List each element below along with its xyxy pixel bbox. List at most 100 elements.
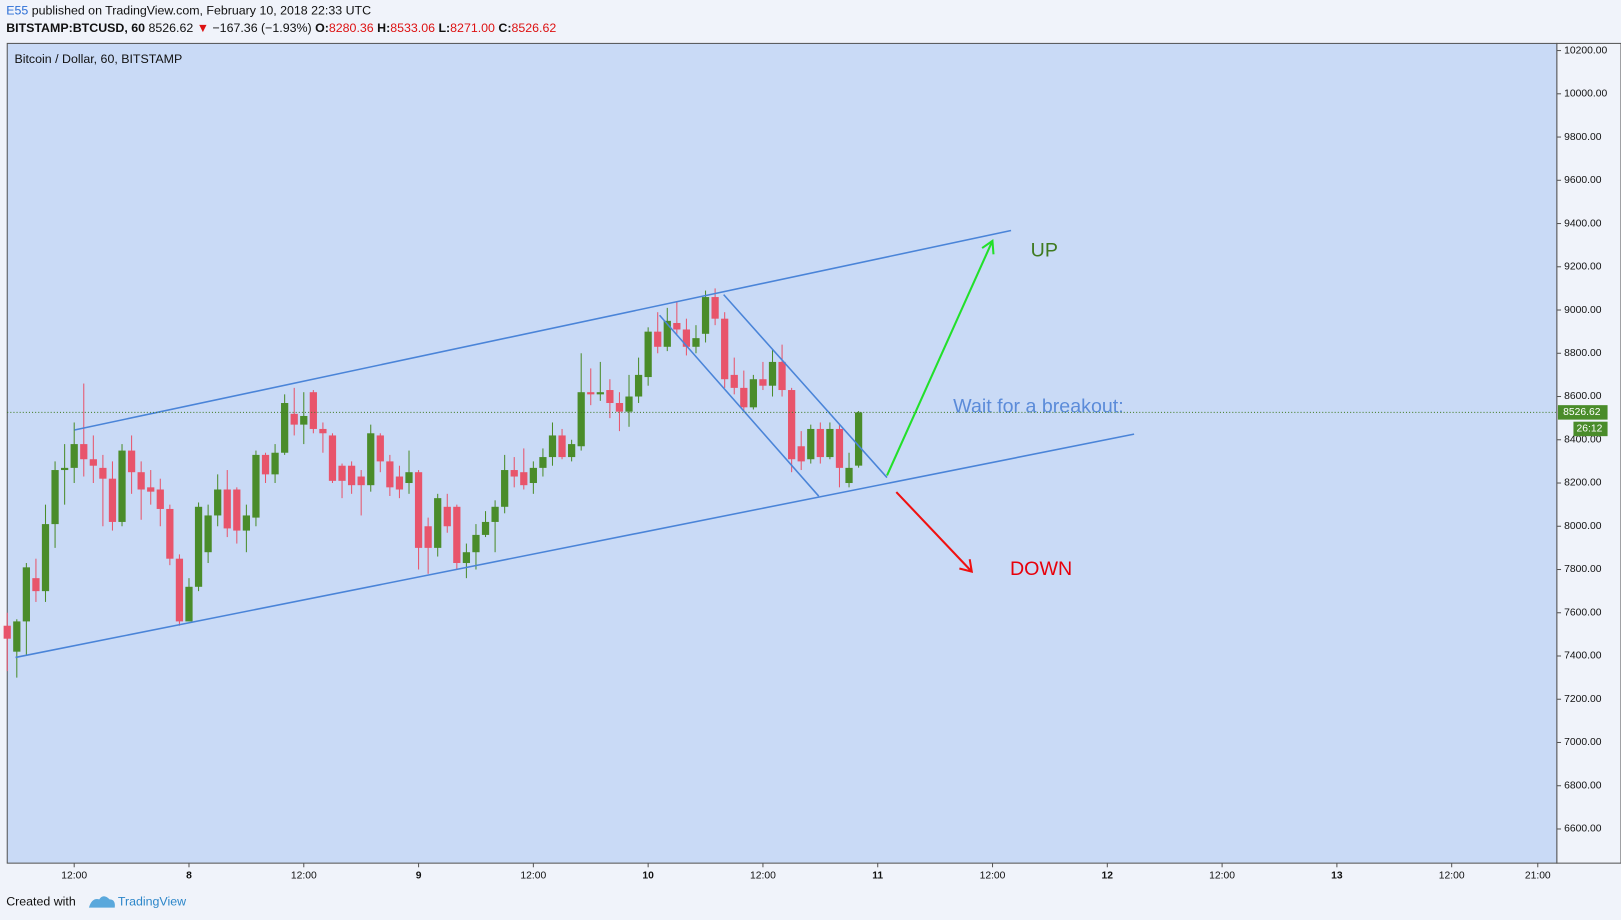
candle-body xyxy=(108,478,117,522)
down-triangle: ▼ xyxy=(197,21,209,35)
symbol: BITSTAMP:BTCUSD, 60 xyxy=(6,21,145,35)
drawings xyxy=(15,229,1135,659)
candle-body xyxy=(223,489,231,529)
flag-upper-line xyxy=(723,294,888,479)
candle-body xyxy=(835,428,844,468)
chart-title: Bitcoin / Dollar, 60, BITSTAMP xyxy=(14,52,182,66)
y-tick-label: 8400.00 xyxy=(1564,435,1602,446)
candle-body xyxy=(319,428,327,434)
candle-body xyxy=(730,374,738,388)
plot-layer xyxy=(3,288,863,678)
x-tick-label: 11 xyxy=(872,870,883,881)
candle-body xyxy=(80,444,88,460)
candle-body xyxy=(644,331,652,378)
candle-body xyxy=(357,476,365,486)
x-tick-label: 10 xyxy=(642,870,654,881)
c-label: C: xyxy=(498,21,511,35)
tradingview-logo xyxy=(88,896,115,908)
l-label: L: xyxy=(438,21,450,35)
candle-body xyxy=(721,318,729,380)
candle-body xyxy=(558,435,566,458)
candle-body xyxy=(118,450,126,522)
candle-body xyxy=(826,428,834,458)
up-arrow xyxy=(886,238,995,476)
candle-body xyxy=(347,465,356,486)
candle-body xyxy=(194,506,203,587)
header-line2: BITSTAMP:BTCUSD, 60 8526.62 ▼ −167.36 (−… xyxy=(6,21,556,35)
candle-body xyxy=(491,506,499,522)
candle-body xyxy=(682,329,691,347)
candle-body xyxy=(625,396,633,412)
plot-area xyxy=(6,42,1558,864)
candle-body xyxy=(185,586,193,622)
candle-body xyxy=(271,452,279,475)
candle-body xyxy=(32,578,40,592)
y-tick-label: 8000.00 xyxy=(1564,521,1602,532)
footer-brand: TradingView xyxy=(118,895,186,909)
l-value: 8271.00 xyxy=(450,21,495,35)
candle-body xyxy=(414,472,423,548)
footer-created: Created with xyxy=(6,895,76,909)
y-tick-label: 7400.00 xyxy=(1564,651,1602,662)
y-tick-label: 9200.00 xyxy=(1564,262,1602,273)
candle-body xyxy=(252,454,260,518)
upper-channel-line xyxy=(74,229,1012,431)
candle-body xyxy=(539,457,547,468)
candle-body xyxy=(147,487,155,492)
candle-body xyxy=(654,331,662,347)
candle-body xyxy=(443,506,451,527)
x-tick-label: 12:00 xyxy=(520,870,546,881)
x-tick-label: 12:00 xyxy=(1439,870,1465,881)
x-tick-label: 8 xyxy=(186,870,192,881)
x-tick-label: 9 xyxy=(416,870,422,881)
y-tick-label: 6600.00 xyxy=(1564,824,1602,835)
candle-body xyxy=(137,472,145,490)
y-tick-label: 9600.00 xyxy=(1564,175,1602,186)
candle-body xyxy=(70,444,78,468)
candle-body xyxy=(740,387,748,408)
candle-body xyxy=(51,470,59,525)
candle-body xyxy=(759,379,767,386)
candle-body xyxy=(434,498,442,548)
candle-body xyxy=(204,515,212,553)
candle-body xyxy=(529,467,537,484)
candle-body xyxy=(462,552,471,564)
o-value: 8280.36 xyxy=(329,21,374,35)
published: published on TradingView.com, February 1… xyxy=(32,4,371,18)
candle-body xyxy=(22,567,30,622)
y-tick-label: 10200.00 xyxy=(1564,45,1607,56)
candle-body xyxy=(242,515,251,531)
candle-body xyxy=(481,521,490,535)
candle-body xyxy=(663,320,671,347)
lower-channel-line xyxy=(15,433,1135,659)
x-tick-label: 12:00 xyxy=(61,870,87,881)
candle-body xyxy=(13,621,21,652)
y-tick-label: 7600.00 xyxy=(1564,607,1602,618)
candle-body xyxy=(673,323,681,330)
candle-body xyxy=(395,476,404,490)
candle-body xyxy=(156,489,164,509)
candle-body xyxy=(548,435,557,458)
x-tick-label: 12 xyxy=(1102,870,1114,881)
candle-body xyxy=(338,465,346,481)
countdown-box xyxy=(1573,421,1608,437)
wait-label: Wait for a breakout: xyxy=(953,395,1124,417)
candle-body xyxy=(510,470,518,477)
candle-body xyxy=(577,392,585,447)
h-label: H: xyxy=(377,21,390,35)
candle-body xyxy=(453,506,461,564)
candle-body xyxy=(290,413,298,425)
up-label: UP xyxy=(1031,239,1058,261)
y-tick-label: 7200.00 xyxy=(1564,694,1602,705)
x-tick-label: 12:00 xyxy=(980,870,1006,881)
header-line1: E55 published on TradingView.com, Februa… xyxy=(6,4,371,18)
countdown-label: 26:12 xyxy=(1577,424,1603,435)
candle-body xyxy=(634,374,643,397)
price-axis xyxy=(1556,42,1621,864)
candle-body xyxy=(778,361,786,391)
candle-body xyxy=(807,428,815,460)
candle-body xyxy=(214,489,222,516)
candle-body xyxy=(568,444,576,458)
last-price-box xyxy=(1557,405,1608,420)
